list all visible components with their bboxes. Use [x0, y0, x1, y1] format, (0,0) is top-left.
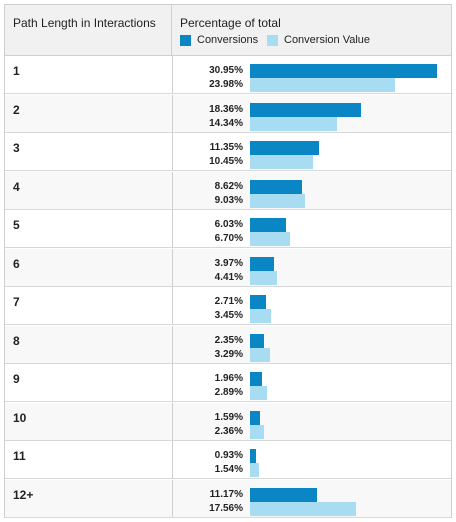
conversion-value-label: 2.36%	[214, 425, 243, 437]
conversion-value-label: 3.29%	[214, 348, 243, 360]
table-row: 6 3.97% 4.41%	[5, 248, 451, 287]
conversions-bar	[250, 487, 318, 502]
conversions-bar	[250, 372, 262, 386]
conversion-value-bar	[250, 424, 265, 439]
conversion-value-bar	[250, 155, 314, 169]
conversion-value-bar	[250, 270, 277, 285]
conversion-value-label: 3.45%	[214, 310, 243, 321]
table-row: 8 2.35% 3.29%	[5, 325, 451, 364]
table-row: 1 30.95% 23.98%	[5, 56, 451, 94]
table-row: 2 18.36% 14.34%	[5, 94, 451, 133]
conversions-bar	[250, 218, 287, 232]
table-row: 5 6.03% 6.70%	[5, 210, 451, 248]
conversion-value-label: 23.98%	[209, 79, 243, 90]
legend-conversion-value: Conversion Value	[267, 33, 370, 47]
column-divider	[172, 287, 173, 324]
column-divider	[172, 325, 173, 363]
row-category-label: 8	[13, 333, 20, 348]
conversion-value-label: 2.89%	[214, 387, 243, 398]
conversions-value-label: 30.95%	[209, 65, 243, 76]
conversion-value-label: 6.70%	[214, 233, 243, 244]
conversions-bar	[250, 256, 274, 271]
conversion-value-bar	[250, 386, 268, 400]
conversion-value-label: 17.56%	[209, 502, 243, 514]
table-row: 7 2.71% 3.45%	[5, 287, 451, 325]
conversions-value-label: 3.97%	[214, 257, 243, 269]
row-category-label: 9	[13, 372, 20, 386]
column-divider	[172, 248, 173, 286]
row-category-label: 10	[13, 410, 27, 425]
row-category-label: 6	[13, 256, 20, 271]
conversion-value-bar	[250, 78, 395, 92]
conversion-value-bar	[250, 116, 337, 131]
conversion-value-label: 1.54%	[214, 464, 243, 475]
path-length-table: Path Length in Interactions Percentage o…	[4, 4, 452, 518]
conversion-value-label: 4.41%	[214, 271, 243, 283]
column-divider	[172, 171, 173, 209]
row-category-label: 4	[13, 179, 20, 194]
legend-conversion-value-swatch	[267, 34, 278, 46]
legend-conversions-label: Conversions	[197, 34, 259, 46]
conversions-value-label: 0.93%	[214, 450, 243, 461]
conversion-value-label: 14.34%	[209, 117, 243, 129]
column-divider	[172, 402, 173, 440]
row-category-label: 2	[13, 102, 20, 117]
conversions-bar	[250, 141, 319, 155]
conversion-value-bar	[250, 463, 260, 477]
column-divider	[172, 479, 173, 517]
conversions-value-label: 2.71%	[214, 296, 243, 307]
conversions-value-label: 1.96%	[214, 373, 243, 384]
table-row: 3 11.35% 10.45%	[5, 133, 451, 171]
legend-conversions-swatch	[180, 34, 191, 46]
conversions-value-label: 8.62%	[214, 180, 243, 192]
row-category-label: 12+	[13, 487, 34, 502]
conversions-bar	[250, 179, 303, 194]
conversions-value-label: 18.36%	[209, 103, 243, 115]
row-category-label: 7	[13, 295, 20, 309]
column-divider	[172, 56, 173, 93]
conversions-bar	[250, 64, 437, 78]
table-header: Path Length in Interactions Percentage o…	[5, 5, 451, 56]
conversion-value-label: 9.03%	[214, 194, 243, 206]
conversion-value-label: 10.45%	[209, 156, 243, 167]
row-category-label: 5	[13, 218, 20, 232]
conversions-value-label: 1.59%	[214, 411, 243, 423]
row-category-label: 3	[13, 141, 20, 155]
legend-conversion-value-label: Conversion Value	[284, 34, 371, 46]
header-cell-path-length	[5, 5, 172, 55]
header-path-length: Path Length in Interactions	[13, 16, 156, 30]
column-divider	[172, 441, 173, 478]
conversion-value-bar	[250, 347, 270, 362]
column-divider	[172, 210, 173, 247]
row-category-label: 1	[13, 64, 20, 78]
table-row: 10 1.59% 2.36%	[5, 402, 451, 441]
conversion-value-bar	[250, 309, 271, 323]
conversions-bar	[250, 295, 267, 309]
table-row: 9 1.96% 2.89%	[5, 364, 451, 402]
conversions-bar	[250, 449, 256, 463]
conversion-value-bar	[250, 193, 305, 208]
legend-conversions: Conversions	[180, 33, 258, 47]
table-row: 12+ 11.17% 17.56%	[5, 479, 451, 518]
conversions-bar	[250, 333, 265, 348]
column-divider	[172, 133, 173, 170]
conversion-value-bar	[250, 232, 291, 246]
column-divider	[172, 94, 173, 132]
table-row: 11 0.93% 1.54%	[5, 441, 451, 479]
header-percentage: Percentage of total	[180, 16, 281, 30]
column-divider	[172, 364, 173, 401]
conversions-bar	[250, 102, 361, 117]
conversions-value-label: 2.35%	[214, 334, 243, 346]
conversions-value-label: 11.35%	[209, 142, 243, 153]
conversion-value-bar	[250, 501, 357, 516]
conversions-value-label: 6.03%	[214, 219, 243, 230]
table-row: 4 8.62% 9.03%	[5, 171, 451, 210]
conversions-bar	[250, 410, 260, 425]
conversions-value-label: 11.17%	[209, 488, 243, 500]
row-category-label: 11	[13, 449, 26, 463]
